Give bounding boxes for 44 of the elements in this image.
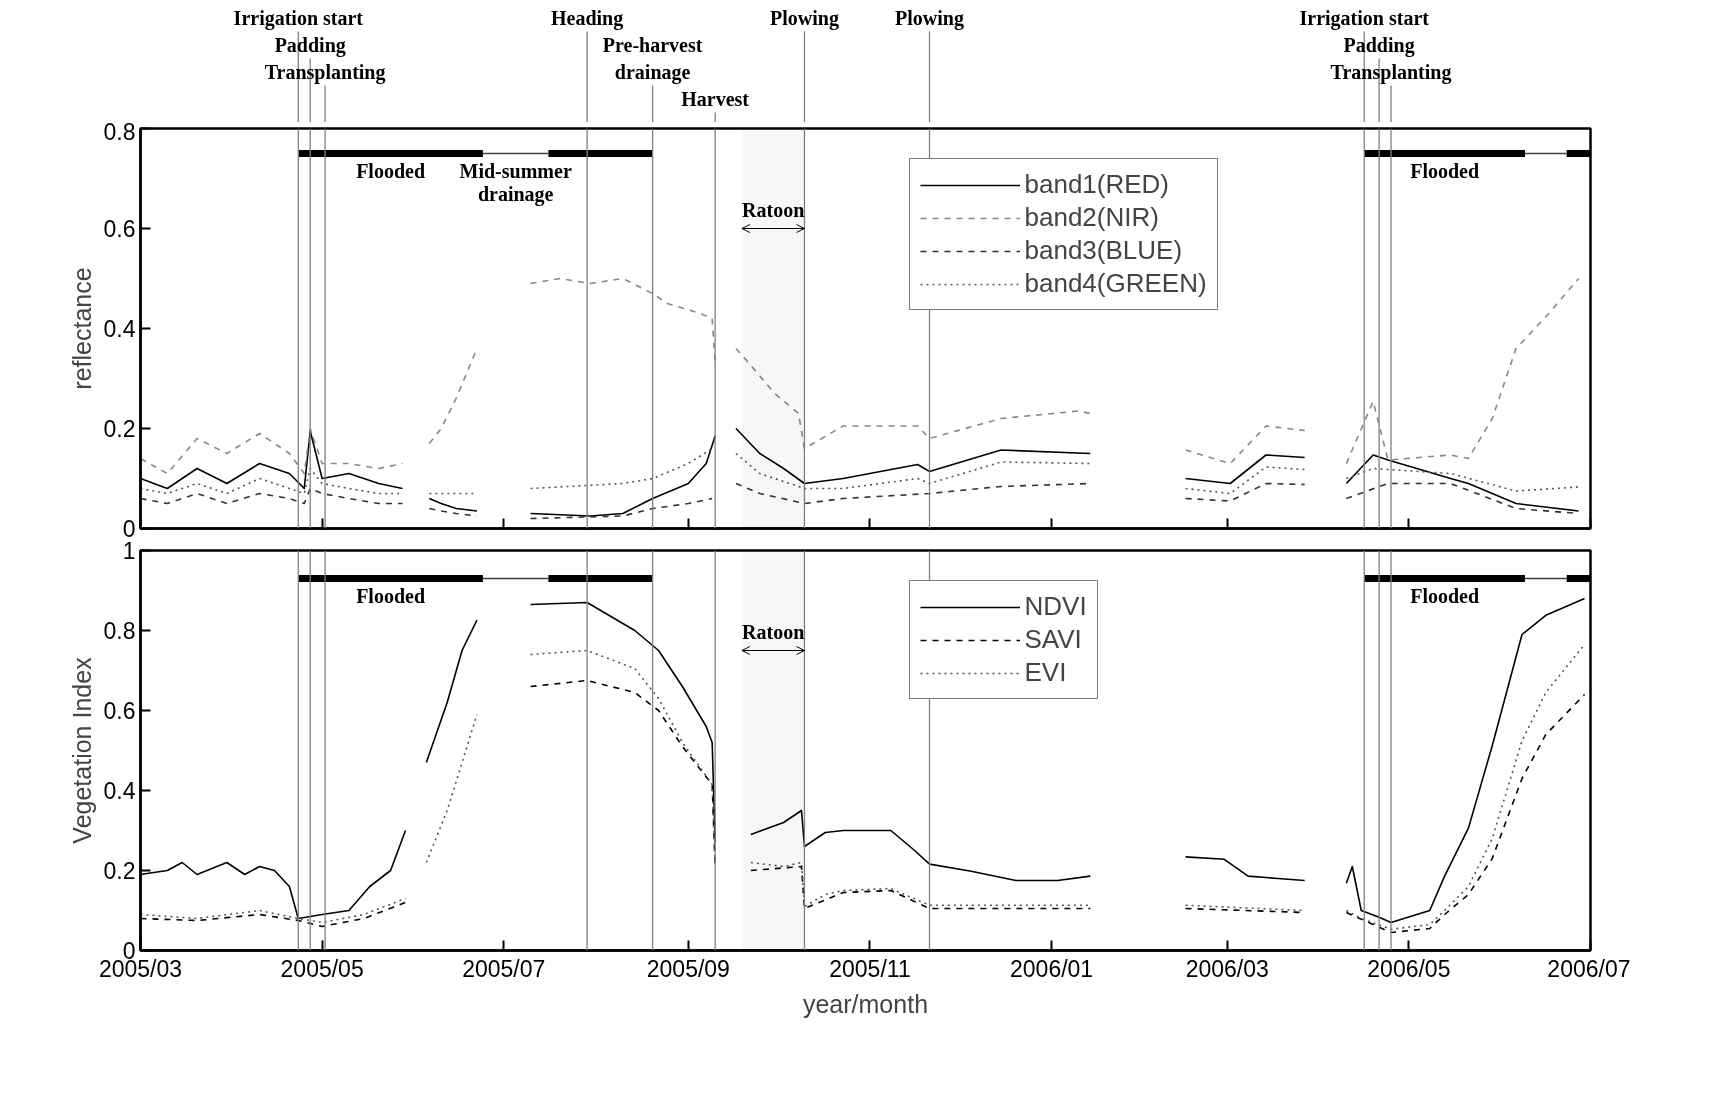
legend-label: band2(NIR): [1024, 202, 1159, 233]
annotation: Flooded: [356, 159, 426, 182]
legend-label: band3(BLUE): [1024, 235, 1183, 266]
x-tick-label: 2006/05: [1367, 955, 1451, 982]
x-tick-label: 2005/09: [646, 955, 730, 982]
ref-line-label: Irrigation start: [233, 6, 364, 30]
x-tick-label: 2006/01: [1010, 955, 1094, 982]
legend-label: NDVI: [1024, 591, 1087, 622]
ref-line-label: Harvest: [681, 87, 750, 110]
legend-label: EVI: [1024, 657, 1067, 688]
y-tick-label: 0.8: [103, 118, 136, 145]
annotation: Flooded: [356, 584, 426, 607]
annotation: Flooded: [1410, 159, 1480, 182]
legend-label: band1(RED): [1024, 169, 1170, 200]
ref-line-label: Padding: [274, 33, 346, 57]
y-tick-label: 0.6: [103, 698, 136, 724]
y-tick-label: 0.4: [103, 778, 136, 804]
ref-line-label: Transplanting: [1330, 60, 1452, 84]
x-tick-label: 2005/05: [280, 955, 364, 982]
y-tick-label: 0.2: [103, 858, 136, 884]
ref-line-label: Padding: [1343, 33, 1415, 57]
y-axis-title: Vegetation Index: [67, 656, 96, 844]
annotation: Flooded: [1410, 584, 1480, 607]
y-tick-label: 0.4: [103, 316, 136, 342]
ref-line-label: Transplanting: [264, 60, 386, 84]
band-label: Ratoon: [742, 198, 805, 221]
ref-line-label: Irrigation start: [1299, 6, 1430, 30]
x-tick-label: 2006/07: [1547, 955, 1631, 982]
ref-line-label: Plowing: [895, 6, 964, 30]
ref-line-label: Plowing: [770, 6, 839, 30]
x-tick-label: 2006/03: [1185, 955, 1269, 982]
x-tick-label: 2005/07: [462, 955, 546, 982]
annotation: Mid-summer drainage: [459, 159, 572, 206]
y-axis-title: reflectance: [67, 267, 96, 390]
y-tick-label: 0.8: [103, 618, 136, 644]
legend-label: SAVI: [1024, 624, 1082, 655]
legend-label: band4(GREEN): [1024, 268, 1207, 299]
band-label: Ratoon: [742, 620, 805, 643]
y-tick-label: 0.6: [103, 216, 136, 242]
y-tick-label: 0.2: [103, 416, 136, 442]
ref-line-label: Heading: [550, 6, 624, 30]
x-axis-title: year/month: [802, 989, 929, 1018]
ref-line-label: Pre-harvest drainage: [602, 33, 703, 84]
x-tick-label: 2005/11: [829, 955, 911, 982]
